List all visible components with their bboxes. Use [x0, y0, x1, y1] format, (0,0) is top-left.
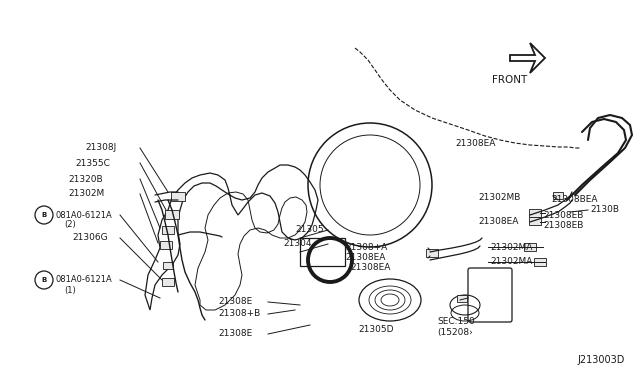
Text: (15208›: (15208› [437, 328, 473, 337]
Bar [529, 217, 541, 225]
Text: 21308EA: 21308EA [455, 138, 495, 148]
Text: 21355C: 21355C [75, 158, 110, 167]
Text: 081A0-6121A: 081A0-6121A [55, 211, 112, 219]
Text: 21302MA: 21302MA [490, 243, 532, 251]
Bar [534, 258, 546, 266]
Text: 21308EA: 21308EA [350, 263, 390, 273]
Text: 21308EA: 21308EA [478, 218, 518, 227]
Bar [426, 249, 438, 257]
Text: 21308E: 21308E [218, 298, 252, 307]
Text: 21304: 21304 [283, 240, 312, 248]
Text: 21305D: 21305D [358, 326, 394, 334]
Text: 21308+A: 21308+A [345, 244, 387, 253]
Bar [162, 226, 174, 234]
Text: 21302M: 21302M [68, 189, 104, 199]
Text: B: B [42, 212, 47, 218]
Text: 21302MA: 21302MA [490, 257, 532, 266]
Text: 21308EA: 21308EA [345, 253, 385, 263]
Text: 2130B: 2130B [590, 205, 619, 215]
Text: 21308EB: 21308EB [543, 221, 584, 230]
Circle shape [35, 206, 53, 224]
Text: 21308+B: 21308+B [218, 310, 260, 318]
Circle shape [35, 271, 53, 289]
Bar [165, 209, 179, 218]
Text: B: B [42, 277, 47, 283]
Bar [171, 192, 185, 201]
Bar [529, 209, 541, 217]
Text: (2): (2) [64, 221, 76, 230]
Text: 21308EB: 21308EB [543, 211, 584, 219]
Text: FRONT: FRONT [492, 75, 527, 85]
Bar [457, 295, 467, 301]
Text: 21306G: 21306G [72, 234, 108, 243]
Text: 21305: 21305 [295, 225, 324, 234]
Text: 081A0-6121A: 081A0-6121A [55, 276, 112, 285]
Text: SEC.150: SEC.150 [437, 317, 475, 327]
Bar [524, 243, 536, 251]
Bar [160, 241, 172, 249]
Bar [163, 262, 173, 269]
Text: 21302MB: 21302MB [478, 193, 520, 202]
Text: 21320B: 21320B [68, 174, 102, 183]
Bar [162, 278, 174, 286]
Text: 21308BEA: 21308BEA [551, 196, 598, 205]
Bar [300, 238, 345, 266]
Text: 21308E: 21308E [218, 330, 252, 339]
Bar [553, 192, 563, 199]
Text: J213003D: J213003D [578, 355, 625, 365]
Text: (1): (1) [64, 285, 76, 295]
Polygon shape [510, 43, 545, 73]
Text: 21308J: 21308J [85, 144, 116, 153]
